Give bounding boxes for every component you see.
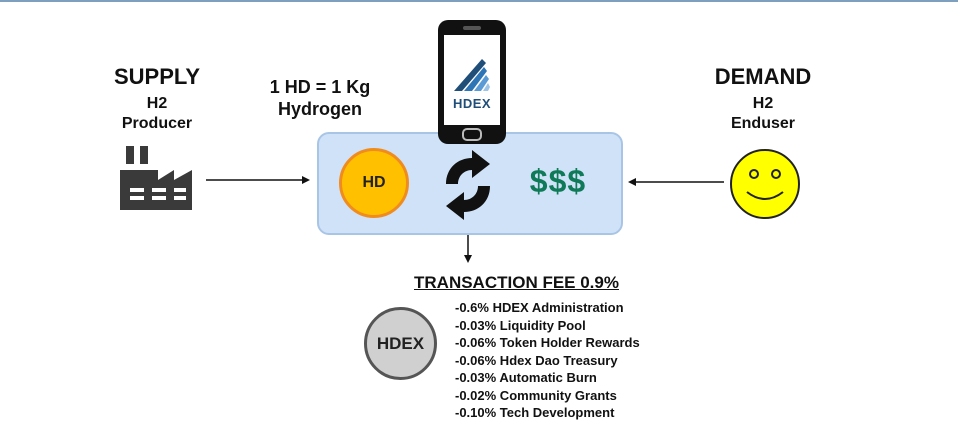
demand-title: DEMAND	[714, 64, 812, 89]
transaction-fee-title: TRANSACTION FEE 0.9%	[414, 273, 619, 292]
arrow-supply-to-exchange	[206, 176, 310, 184]
phone-screen: HDEX	[444, 35, 500, 125]
demand-subtitle-h2: H2	[752, 95, 774, 112]
rate-label-line2: Hydrogen	[277, 99, 362, 119]
rate-label-line1: 1 HD = 1 Kg	[269, 77, 371, 97]
arrow-demand-to-exchange	[628, 178, 724, 186]
currency-dollars: $$$	[529, 163, 587, 199]
supply-title: SUPPLY	[113, 64, 200, 89]
hdex-coin: HDEX	[364, 307, 437, 380]
swap-arrows-icon	[446, 150, 490, 220]
factory-icon	[120, 146, 192, 210]
hdex-coin-label: HDEX	[376, 333, 425, 353]
fee-item-dao-treasury: -0.06% Hdex Dao Treasury	[455, 352, 618, 368]
fee-item-automatic-burn: -0.03% Automatic Burn	[455, 370, 597, 385]
demand-subtitle-enduser: Enduser	[730, 115, 795, 132]
fee-breakdown-list: -0.6% HDEX Administration -0.03% Liquidi…	[455, 299, 640, 422]
hdex-logo-icon	[454, 59, 490, 91]
hd-token-label: HD	[362, 174, 386, 191]
fee-item-tech-development: -0.10% Tech Development	[455, 405, 615, 420]
phone-home-button	[462, 128, 482, 141]
fee-item-liquidity-pool: -0.03% Liquidity Pool	[455, 317, 586, 333]
top-border	[0, 0, 958, 2]
supply-subtitle-producer: Producer	[121, 115, 193, 132]
fee-item-administration: -0.6% HDEX Administration	[455, 300, 624, 315]
supply-subtitle-h2: H2	[146, 95, 168, 112]
arrow-exchange-to-fee	[464, 235, 472, 263]
phone-speaker	[463, 26, 481, 30]
fee-item-token-holder-rewards: -0.06% Token Holder Rewards	[455, 335, 640, 350]
hdex-logo-text: HDEX	[452, 96, 492, 111]
smartphone-icon: HDEX	[438, 20, 506, 144]
hd-token-coin: HD	[339, 148, 409, 218]
smiley-face-icon	[730, 149, 800, 219]
fee-item-community-grants: -0.02% Community Grants	[455, 387, 617, 403]
